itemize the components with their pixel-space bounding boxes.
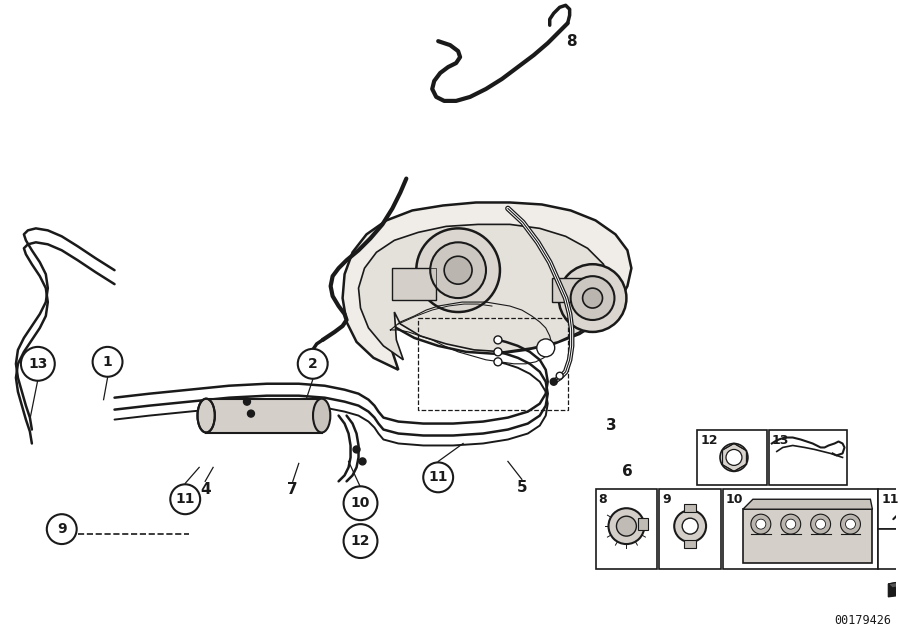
Circle shape <box>571 276 615 320</box>
Circle shape <box>616 516 636 536</box>
Circle shape <box>298 349 328 379</box>
Text: 13: 13 <box>772 434 789 446</box>
Circle shape <box>353 446 360 453</box>
Circle shape <box>841 514 860 534</box>
Bar <box>769 429 847 485</box>
Circle shape <box>556 372 563 379</box>
Circle shape <box>582 288 602 308</box>
Bar <box>698 429 767 485</box>
Circle shape <box>445 256 473 284</box>
Text: 12: 12 <box>700 434 717 446</box>
Circle shape <box>344 524 377 558</box>
Text: 1: 1 <box>103 355 112 369</box>
Text: 11: 11 <box>881 494 899 506</box>
Polygon shape <box>888 573 900 597</box>
Polygon shape <box>888 573 900 588</box>
Polygon shape <box>343 202 632 370</box>
Circle shape <box>726 450 742 466</box>
Text: 4: 4 <box>200 482 211 497</box>
Circle shape <box>21 347 55 381</box>
Bar <box>206 399 321 432</box>
Circle shape <box>430 242 486 298</box>
Text: 12: 12 <box>351 534 370 548</box>
Text: 6: 6 <box>622 464 633 479</box>
Text: 8: 8 <box>566 34 577 48</box>
Circle shape <box>786 519 796 529</box>
Circle shape <box>674 510 706 542</box>
Ellipse shape <box>313 399 330 432</box>
Text: 7: 7 <box>287 482 298 497</box>
Circle shape <box>550 378 557 385</box>
Circle shape <box>93 347 122 377</box>
Circle shape <box>815 519 825 529</box>
Bar <box>552 278 586 302</box>
Circle shape <box>751 514 770 534</box>
Circle shape <box>559 264 626 332</box>
Circle shape <box>417 228 500 312</box>
Circle shape <box>756 519 766 529</box>
Circle shape <box>811 514 831 534</box>
Circle shape <box>536 339 554 357</box>
Bar <box>660 489 721 569</box>
Text: 9: 9 <box>57 522 67 536</box>
Circle shape <box>244 398 250 405</box>
Polygon shape <box>742 509 872 563</box>
Ellipse shape <box>197 399 215 432</box>
Bar <box>878 489 900 529</box>
Text: 5: 5 <box>517 480 527 495</box>
Text: 10: 10 <box>726 494 743 506</box>
Polygon shape <box>358 225 609 360</box>
Bar <box>723 489 878 569</box>
Circle shape <box>170 484 200 514</box>
Circle shape <box>781 514 801 534</box>
Bar <box>684 540 696 548</box>
Circle shape <box>494 336 502 344</box>
Text: 8: 8 <box>598 494 608 506</box>
Bar <box>392 268 436 300</box>
Polygon shape <box>742 499 872 509</box>
Circle shape <box>359 458 366 465</box>
Circle shape <box>682 518 698 534</box>
Circle shape <box>494 358 502 366</box>
Text: 9: 9 <box>662 494 670 506</box>
Text: 3: 3 <box>607 418 616 433</box>
Text: 11: 11 <box>428 471 448 485</box>
Bar <box>596 489 657 569</box>
Circle shape <box>344 487 377 520</box>
Circle shape <box>494 348 502 356</box>
Circle shape <box>248 410 255 417</box>
Text: 10: 10 <box>351 496 370 510</box>
Bar <box>684 504 696 512</box>
Circle shape <box>845 519 856 529</box>
Text: 13: 13 <box>28 357 48 371</box>
Text: 11: 11 <box>176 492 195 506</box>
Circle shape <box>423 462 453 492</box>
Bar <box>392 268 436 300</box>
Text: 2: 2 <box>308 357 318 371</box>
Text: 00179426: 00179426 <box>834 614 891 626</box>
Circle shape <box>720 443 748 471</box>
Bar <box>878 529 900 569</box>
Circle shape <box>608 508 644 544</box>
Bar <box>638 518 648 530</box>
Circle shape <box>47 514 76 544</box>
